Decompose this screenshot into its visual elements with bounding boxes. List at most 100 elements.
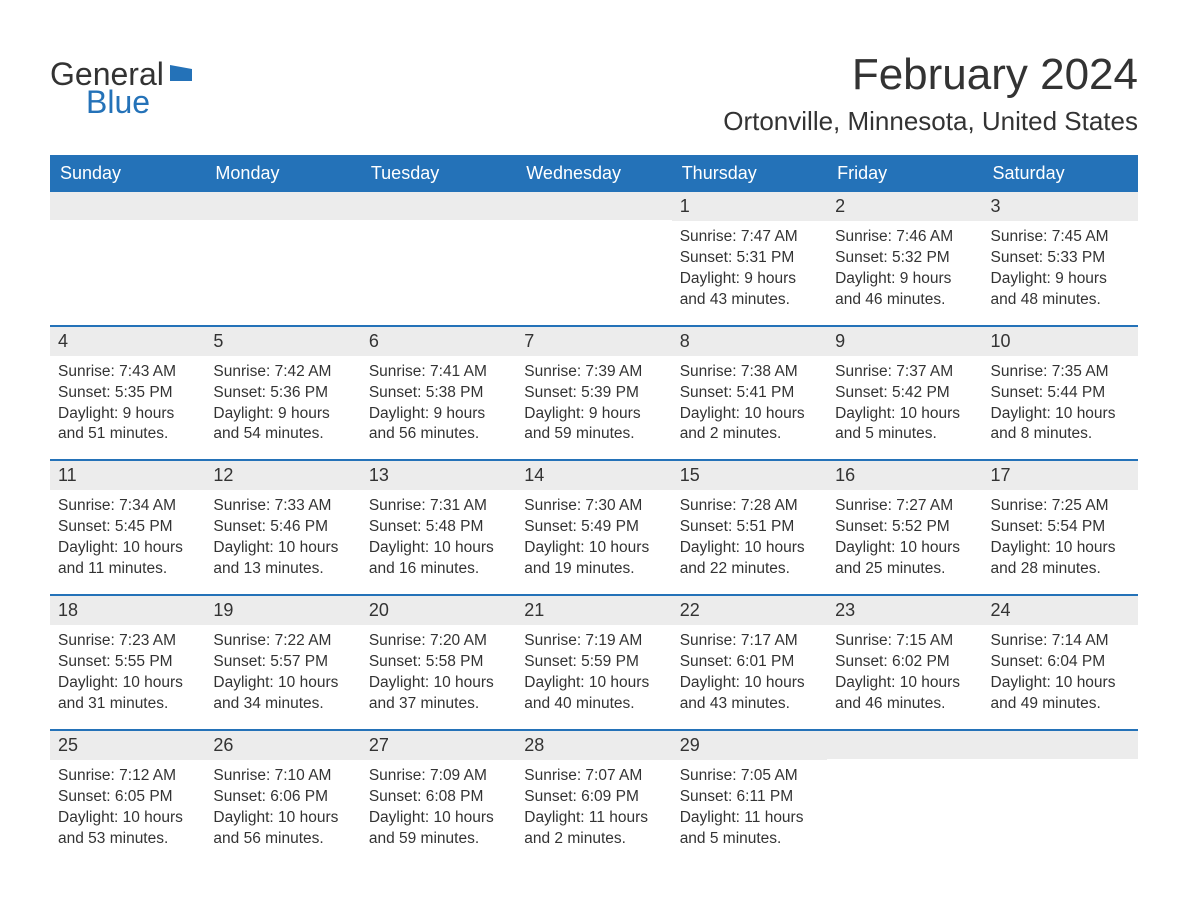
week-row: 4Sunrise: 7:43 AMSunset: 5:35 PMDaylight… (50, 325, 1138, 460)
day-body (983, 759, 1138, 779)
sunrise-text: Sunrise: 7:09 AM (369, 766, 508, 787)
dow-cell: Tuesday (361, 155, 516, 192)
day-cell (516, 192, 671, 325)
day-number: 20 (361, 596, 516, 625)
day-body: Sunrise: 7:23 AMSunset: 5:55 PMDaylight:… (50, 625, 205, 729)
day-cell: 25Sunrise: 7:12 AMSunset: 6:05 PMDayligh… (50, 731, 205, 864)
logo-text-block: General Blue (50, 58, 198, 118)
day-number: 18 (50, 596, 205, 625)
sunset-text: Sunset: 5:54 PM (991, 517, 1130, 538)
day-body: Sunrise: 7:12 AMSunset: 6:05 PMDaylight:… (50, 760, 205, 864)
day-number: 21 (516, 596, 671, 625)
sunrise-text: Sunrise: 7:15 AM (835, 631, 974, 652)
sunset-text: Sunset: 6:08 PM (369, 787, 508, 808)
day-cell (361, 192, 516, 325)
day-cell (205, 192, 360, 325)
daylight-text: Daylight: 10 hours and 53 minutes. (58, 808, 197, 850)
day-cell: 15Sunrise: 7:28 AMSunset: 5:51 PMDayligh… (672, 461, 827, 594)
day-number: 15 (672, 461, 827, 490)
day-cell: 1Sunrise: 7:47 AMSunset: 5:31 PMDaylight… (672, 192, 827, 325)
sunrise-text: Sunrise: 7:37 AM (835, 362, 974, 383)
day-number: 22 (672, 596, 827, 625)
sunset-text: Sunset: 6:11 PM (680, 787, 819, 808)
day-body: Sunrise: 7:30 AMSunset: 5:49 PMDaylight:… (516, 490, 671, 594)
day-body: Sunrise: 7:34 AMSunset: 5:45 PMDaylight:… (50, 490, 205, 594)
dow-cell: Sunday (50, 155, 205, 192)
daylight-text: Daylight: 10 hours and 59 minutes. (369, 808, 508, 850)
day-of-week-header: SundayMondayTuesdayWednesdayThursdayFrid… (50, 155, 1138, 192)
header: General Blue February 2024 Ortonville, M… (50, 50, 1138, 147)
day-cell: 12Sunrise: 7:33 AMSunset: 5:46 PMDayligh… (205, 461, 360, 594)
day-body: Sunrise: 7:07 AMSunset: 6:09 PMDaylight:… (516, 760, 671, 864)
day-cell: 10Sunrise: 7:35 AMSunset: 5:44 PMDayligh… (983, 327, 1138, 460)
daylight-text: Daylight: 11 hours and 2 minutes. (524, 808, 663, 850)
dow-cell: Monday (205, 155, 360, 192)
day-body: Sunrise: 7:09 AMSunset: 6:08 PMDaylight:… (361, 760, 516, 864)
day-body: Sunrise: 7:47 AMSunset: 5:31 PMDaylight:… (672, 221, 827, 325)
sunrise-text: Sunrise: 7:30 AM (524, 496, 663, 517)
sunrise-text: Sunrise: 7:17 AM (680, 631, 819, 652)
day-number: 1 (672, 192, 827, 221)
daylight-text: Daylight: 10 hours and 34 minutes. (213, 673, 352, 715)
sunrise-text: Sunrise: 7:05 AM (680, 766, 819, 787)
day-cell: 9Sunrise: 7:37 AMSunset: 5:42 PMDaylight… (827, 327, 982, 460)
sunrise-text: Sunrise: 7:10 AM (213, 766, 352, 787)
day-cell: 6Sunrise: 7:41 AMSunset: 5:38 PMDaylight… (361, 327, 516, 460)
day-cell: 7Sunrise: 7:39 AMSunset: 5:39 PMDaylight… (516, 327, 671, 460)
day-body: Sunrise: 7:42 AMSunset: 5:36 PMDaylight:… (205, 356, 360, 460)
day-number: 19 (205, 596, 360, 625)
daylight-text: Daylight: 10 hours and 19 minutes. (524, 538, 663, 580)
day-body: Sunrise: 7:15 AMSunset: 6:02 PMDaylight:… (827, 625, 982, 729)
day-number (516, 192, 671, 220)
day-body: Sunrise: 7:33 AMSunset: 5:46 PMDaylight:… (205, 490, 360, 594)
daylight-text: Daylight: 10 hours and 13 minutes. (213, 538, 352, 580)
dow-cell: Saturday (983, 155, 1138, 192)
sunset-text: Sunset: 6:09 PM (524, 787, 663, 808)
day-cell: 8Sunrise: 7:38 AMSunset: 5:41 PMDaylight… (672, 327, 827, 460)
daylight-text: Daylight: 10 hours and 16 minutes. (369, 538, 508, 580)
sunset-text: Sunset: 5:39 PM (524, 383, 663, 404)
day-number: 25 (50, 731, 205, 760)
day-cell: 13Sunrise: 7:31 AMSunset: 5:48 PMDayligh… (361, 461, 516, 594)
day-body: Sunrise: 7:05 AMSunset: 6:11 PMDaylight:… (672, 760, 827, 864)
day-number: 11 (50, 461, 205, 490)
sunset-text: Sunset: 5:52 PM (835, 517, 974, 538)
sunset-text: Sunset: 5:38 PM (369, 383, 508, 404)
sunset-text: Sunset: 6:06 PM (213, 787, 352, 808)
daylight-text: Daylight: 10 hours and 2 minutes. (680, 404, 819, 446)
week-row: 11Sunrise: 7:34 AMSunset: 5:45 PMDayligh… (50, 459, 1138, 594)
day-number: 8 (672, 327, 827, 356)
sunset-text: Sunset: 5:58 PM (369, 652, 508, 673)
day-cell: 5Sunrise: 7:42 AMSunset: 5:36 PMDaylight… (205, 327, 360, 460)
day-cell: 11Sunrise: 7:34 AMSunset: 5:45 PMDayligh… (50, 461, 205, 594)
day-number: 23 (827, 596, 982, 625)
week-row: 18Sunrise: 7:23 AMSunset: 5:55 PMDayligh… (50, 594, 1138, 729)
day-number: 27 (361, 731, 516, 760)
day-body: Sunrise: 7:35 AMSunset: 5:44 PMDaylight:… (983, 356, 1138, 460)
calendar: SundayMondayTuesdayWednesdayThursdayFrid… (50, 155, 1138, 863)
sunset-text: Sunset: 5:33 PM (991, 248, 1130, 269)
sunrise-text: Sunrise: 7:23 AM (58, 631, 197, 652)
daylight-text: Daylight: 10 hours and 22 minutes. (680, 538, 819, 580)
month-title: February 2024 (723, 50, 1138, 100)
daylight-text: Daylight: 9 hours and 43 minutes. (680, 269, 819, 311)
day-body (827, 759, 982, 779)
day-cell: 29Sunrise: 7:05 AMSunset: 6:11 PMDayligh… (672, 731, 827, 864)
day-body: Sunrise: 7:38 AMSunset: 5:41 PMDaylight:… (672, 356, 827, 460)
day-body: Sunrise: 7:43 AMSunset: 5:35 PMDaylight:… (50, 356, 205, 460)
location-title: Ortonville, Minnesota, United States (723, 106, 1138, 137)
sunset-text: Sunset: 5:36 PM (213, 383, 352, 404)
logo: General Blue (50, 58, 198, 118)
daylight-text: Daylight: 10 hours and 8 minutes. (991, 404, 1130, 446)
day-body: Sunrise: 7:20 AMSunset: 5:58 PMDaylight:… (361, 625, 516, 729)
day-number: 7 (516, 327, 671, 356)
day-number: 26 (205, 731, 360, 760)
week-row: 1Sunrise: 7:47 AMSunset: 5:31 PMDaylight… (50, 192, 1138, 325)
dow-cell: Friday (827, 155, 982, 192)
day-cell: 21Sunrise: 7:19 AMSunset: 5:59 PMDayligh… (516, 596, 671, 729)
day-cell: 23Sunrise: 7:15 AMSunset: 6:02 PMDayligh… (827, 596, 982, 729)
day-body: Sunrise: 7:31 AMSunset: 5:48 PMDaylight:… (361, 490, 516, 594)
day-number: 14 (516, 461, 671, 490)
daylight-text: Daylight: 9 hours and 54 minutes. (213, 404, 352, 446)
sunrise-text: Sunrise: 7:38 AM (680, 362, 819, 383)
